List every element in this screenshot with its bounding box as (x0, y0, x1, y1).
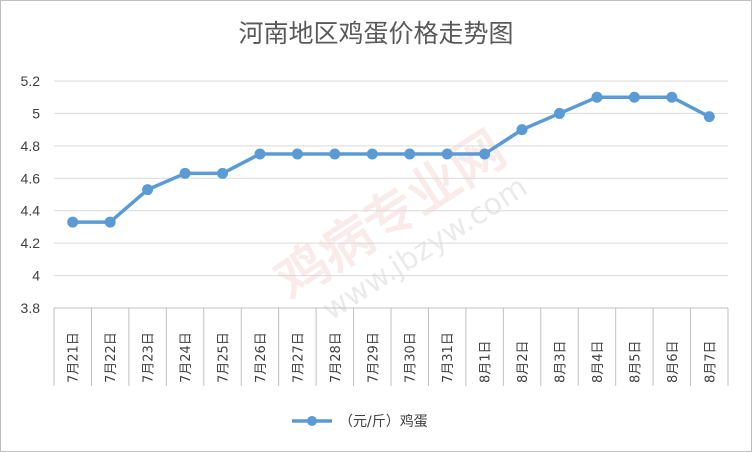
data-point (366, 148, 378, 160)
x-tick-label: 8月1日 (479, 340, 494, 383)
data-point (591, 91, 603, 103)
x-tick-label: 7月27日 (291, 332, 306, 383)
x-tick-label: 7月29日 (366, 332, 381, 383)
series-line (67, 91, 715, 228)
y-tick-label: 4.6 (21, 170, 41, 186)
x-tick-label: 7月23日 (142, 332, 157, 383)
x-tick-label: 8月6日 (666, 340, 681, 383)
y-tick-label: 3.8 (21, 300, 41, 316)
x-tick-label: 8月4日 (591, 340, 606, 383)
data-point (67, 216, 79, 228)
x-tick-label: 8月2日 (516, 340, 531, 383)
data-point (666, 91, 678, 103)
data-point (516, 124, 528, 136)
x-axis: 7月21日 7月22日 7月23日 7月24日 7月25日 7月26日 7月27日 7月28日… (53, 308, 729, 386)
data-point (441, 148, 453, 160)
x-tick-label: 7月21日 (67, 332, 82, 383)
data-point (254, 148, 266, 160)
y-tick-label: 4.8 (21, 138, 41, 154)
x-tick-label: 8月7日 (703, 340, 718, 383)
legend-entry: （元/斤）鸡蛋 (339, 413, 428, 430)
data-point (291, 148, 303, 160)
y-tick-label: 4.4 (21, 203, 41, 219)
y-tick-label: 5.2 (21, 73, 41, 89)
x-tick-label: 8月5日 (628, 340, 643, 383)
y-tick-label: 5 (32, 105, 40, 121)
y-axis: 3.8 4 4.2 4.4 4.6 4.8 5 5.2 (21, 73, 41, 316)
x-tick-label: 7月24日 (179, 332, 194, 383)
data-point (628, 91, 640, 103)
data-point (217, 167, 228, 179)
data-point (142, 184, 154, 196)
y-tick-label: 4 (32, 268, 40, 284)
legend-marker (307, 416, 317, 426)
x-tick-label: 7月31日 (441, 332, 456, 383)
series-polyline (70, 95, 712, 224)
x-tick-label: 7月30日 (404, 332, 419, 383)
x-tick-label: 7月28日 (329, 332, 344, 383)
x-tick-label: 8月3日 (554, 340, 569, 383)
watermark: 鸡病专业网 www.jbzyw.com (265, 120, 533, 328)
data-point (404, 148, 416, 160)
y-tick-label: 4.2 (21, 235, 41, 251)
data-point (703, 111, 715, 123)
data-point (179, 167, 191, 179)
data-point (329, 148, 341, 160)
legend: （元/斤）鸡蛋 (292, 413, 428, 430)
chart-title: 河南地区鸡蛋价格走势图 (238, 19, 513, 48)
data-point (479, 148, 491, 160)
x-tick-label: 7月22日 (104, 332, 119, 383)
x-tick-label: 7月26日 (254, 332, 269, 383)
x-tick-label: 7月25日 (217, 332, 232, 383)
data-point (554, 107, 565, 119)
grid-lines (54, 80, 728, 309)
data-point (104, 216, 116, 228)
